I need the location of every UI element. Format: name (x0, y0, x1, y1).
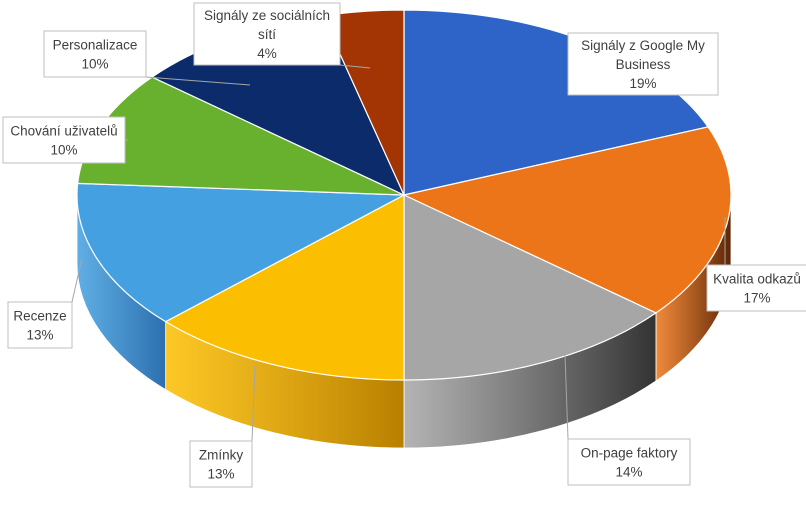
slice-percent-label: 17% (743, 291, 770, 306)
callout-leader-8 (339, 64, 371, 69)
pie-slice-2 (402, 126, 732, 314)
slice-category-label: sítí (258, 27, 276, 42)
callout-box-5 (7, 301, 73, 349)
callout-leader-4 (251, 365, 256, 442)
callout-box-4 (189, 440, 253, 488)
slice-category-label: Personalizace (53, 38, 138, 53)
slice-percent-label: 13% (26, 328, 53, 343)
callout-box-8 (193, 2, 341, 66)
callout-leader-7 (145, 76, 251, 86)
callout-box-3 (567, 438, 691, 486)
slice-percent-label: 14% (615, 465, 642, 480)
callout-box-1 (567, 32, 719, 96)
callout-leader-3 (564, 354, 569, 440)
callout-box-6 (2, 116, 126, 164)
slice-percent-label: 4% (257, 46, 277, 61)
slice-category-label: Chování uživatelů (10, 124, 117, 139)
callout-leader-5 (71, 257, 83, 303)
slice-percent-label: 10% (81, 57, 108, 72)
callout-box-7 (43, 30, 147, 78)
slice-percent-label: 19% (629, 76, 656, 91)
slice-percent-label: 10% (50, 143, 77, 158)
pie-slice-4 (164, 194, 405, 381)
slice-category-label: Recenze (13, 309, 66, 324)
slice-category-label: Signály z Google My (581, 38, 705, 53)
slice-category-label: On-page faktory (581, 446, 678, 461)
pie-slice-3 (403, 194, 658, 381)
slice-category-label: Business (616, 57, 671, 72)
slice-category-label: Kvalita odkazů (713, 272, 801, 287)
slice-percent-label: 13% (207, 467, 234, 482)
slice-category-label: Signály ze sociálních (204, 8, 330, 23)
slice-category-label: Zmínky (199, 448, 244, 463)
callout-box-2 (706, 264, 806, 312)
pie-slice-5 (76, 182, 407, 323)
